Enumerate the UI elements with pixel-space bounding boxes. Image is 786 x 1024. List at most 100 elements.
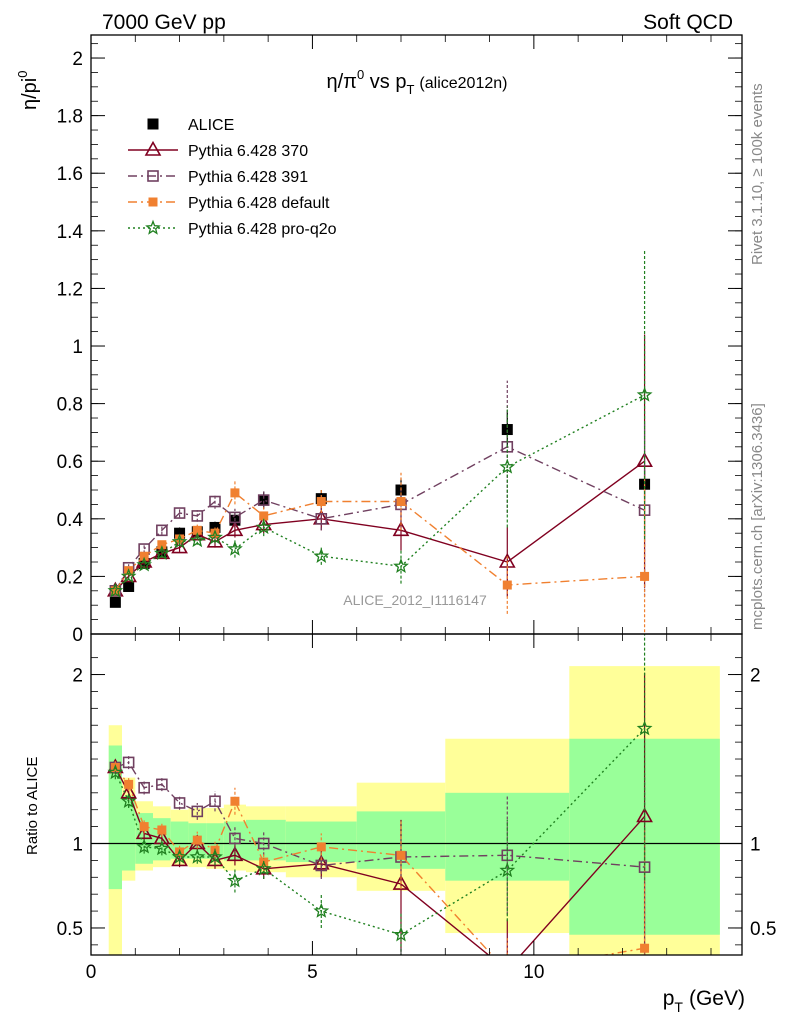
main-series-4-point-7 <box>226 540 243 556</box>
main-series-1-point-1 <box>120 567 138 583</box>
ratio-series-1-point-7 <box>229 832 241 845</box>
legend-entry-3: Pythia 6.428 default <box>128 195 330 212</box>
main-series-4-point-5 <box>189 532 206 548</box>
main-series-4-point-8 <box>255 519 272 535</box>
main-title-mid: vs p <box>364 71 406 93</box>
ratio-series-1-point-9 <box>315 859 328 872</box>
ratio-series-3-point-0 <box>107 764 124 780</box>
main-ytick-label-3: 0.6 <box>57 452 83 473</box>
legend-entry-1: Pythia 6.428 370 <box>128 140 308 160</box>
watermark: ALICE_2012_I1116147 <box>343 592 487 608</box>
mcplots-label: mcplots.cern.ch [arXiv:1306.3436] <box>749 403 766 630</box>
main-series-4-point-6 <box>207 529 223 545</box>
xtick-label-0: 0 <box>86 962 97 983</box>
main-series-4-point-11 <box>499 458 516 474</box>
main-ytick-label-5: 1 <box>72 337 83 358</box>
xlabel: pT (GeV) <box>663 987 745 1015</box>
main-series-4-point-3 <box>153 545 170 561</box>
xtick-label-1: 5 <box>307 962 318 983</box>
ratio-series-3-point-9 <box>313 902 330 918</box>
ratio-series-2-point-7 <box>230 796 240 806</box>
main-series-3-point-8 <box>259 511 269 521</box>
ratio-series-3-point-12 <box>636 720 653 736</box>
ratio-series-2-point-10 <box>396 850 406 860</box>
axes-layer: 0 0.2 0.4 0.6 0.8 1 1.2 1.4 1.6 1.8 2 0 5 10 0.5 0.5 1 1 2… <box>57 34 776 983</box>
ratio-series-3-point-11 <box>499 862 516 878</box>
main-series-4-point-2 <box>136 556 153 572</box>
main-series-2-point-4 <box>173 507 186 519</box>
main-title-text: η/π <box>327 71 357 93</box>
main-series-3-point-12 <box>640 571 650 581</box>
main-series-4-line <box>114 394 645 592</box>
main-series-4-point-0 <box>107 582 124 598</box>
ratio-series-1-point-2 <box>138 781 150 794</box>
ratio-series-2-point-2 <box>139 822 149 832</box>
ratio-series-3-point-1 <box>120 793 137 808</box>
ratio-ytick-label-1: 1 <box>72 834 83 855</box>
ratio-series-1-point-8 <box>257 837 270 850</box>
ratio-series-0-point-12 <box>636 807 653 823</box>
main-series-0-point-4 <box>174 527 186 539</box>
main-series-3-point-9 <box>316 497 326 507</box>
main-ytick-label-8: 1.6 <box>57 164 83 185</box>
ratio-series-1-point-3 <box>156 778 168 791</box>
ratio-series-3-point-6 <box>207 848 223 864</box>
ratio-series-1-point-6 <box>209 795 221 808</box>
xlabel-unit: (GeV) <box>689 987 745 1010</box>
main-ytick-label-1: 0.2 <box>57 567 83 588</box>
legend-label-4: Pythia 6.428 pro-q2o <box>188 221 337 238</box>
main-ytick-label-10: 2 <box>72 49 83 70</box>
ratio-series-3-point-2 <box>136 838 153 854</box>
main-title-sup: 0 <box>357 67 364 82</box>
legend-label-2: Pythia 6.428 391 <box>188 169 308 186</box>
ratio-series-0-point-2 <box>135 824 153 840</box>
main-ylabel-text: η/pi <box>19 78 41 110</box>
main-series-1-point-7 <box>226 521 244 537</box>
main-series-3-point-5 <box>192 525 202 535</box>
main-series-4-point-4 <box>171 533 188 549</box>
ratio-ytick-label-right-1: 1 <box>750 834 761 855</box>
xlabel-text: p <box>663 987 675 1010</box>
main-ytick-label-2: 0.4 <box>57 510 84 531</box>
legend-marker-0 <box>147 118 159 130</box>
main-series-1-point-10 <box>392 521 410 537</box>
xlabel-sub: T <box>674 999 683 1015</box>
legend: ALICE Pythia 6.428 370 Pythia 6.428 391 Pyt… <box>128 117 337 238</box>
ratio-series-2-point-9 <box>316 842 326 852</box>
main-ytick-label-4: 0.8 <box>57 395 83 416</box>
main-series-4-point-9 <box>313 547 330 563</box>
ratio-uncertainty-bands <box>108 666 720 955</box>
main-series-1 <box>106 334 653 597</box>
main-series-2-point-6 <box>209 495 221 508</box>
legend-label-0: ALICE <box>188 117 234 134</box>
band-green-1 <box>122 796 136 871</box>
ratio-series-2-point-1 <box>124 779 134 789</box>
band-green-8 <box>246 819 286 861</box>
ratio-series-2-point-11 <box>503 967 512 976</box>
main-series-2 <box>109 380 651 597</box>
ratio-series-3-point-3 <box>153 840 170 856</box>
ratio-ytick-label-2: 2 <box>72 666 83 687</box>
legend-marker-1 <box>144 140 162 156</box>
main-series-0-point-0 <box>109 596 121 608</box>
header-right: Soft QCD <box>643 11 733 34</box>
ratio-series-layer <box>106 634 653 976</box>
rivet-label: Rivet 3.1.10, ≥ 100k events <box>749 83 766 265</box>
main-series-3-point-3 <box>157 540 167 550</box>
legend-marker-4 <box>145 219 161 235</box>
main-series-0-point-1 <box>123 580 135 592</box>
main-title-sub: T <box>406 82 414 97</box>
main-series-layer <box>106 250 653 634</box>
main-ytick-label-0: 0 <box>72 625 83 646</box>
main-title-paren: (alice2012n) <box>419 75 507 92</box>
ratio-series-1-point-5 <box>191 805 204 818</box>
legend-entry-0: ALICE <box>147 117 234 134</box>
ratio-series-0-point-7 <box>226 846 244 862</box>
legend-label-3: Pythia 6.428 default <box>188 195 330 212</box>
main-series-2-point-3 <box>156 524 168 537</box>
legend-entry-4: Pythia 6.428 pro-q2o <box>128 219 337 238</box>
ratio-series-3 <box>107 634 653 955</box>
main-ytick-label-6: 1.2 <box>57 279 83 300</box>
main-ylabel: η/pi0 <box>15 71 41 110</box>
